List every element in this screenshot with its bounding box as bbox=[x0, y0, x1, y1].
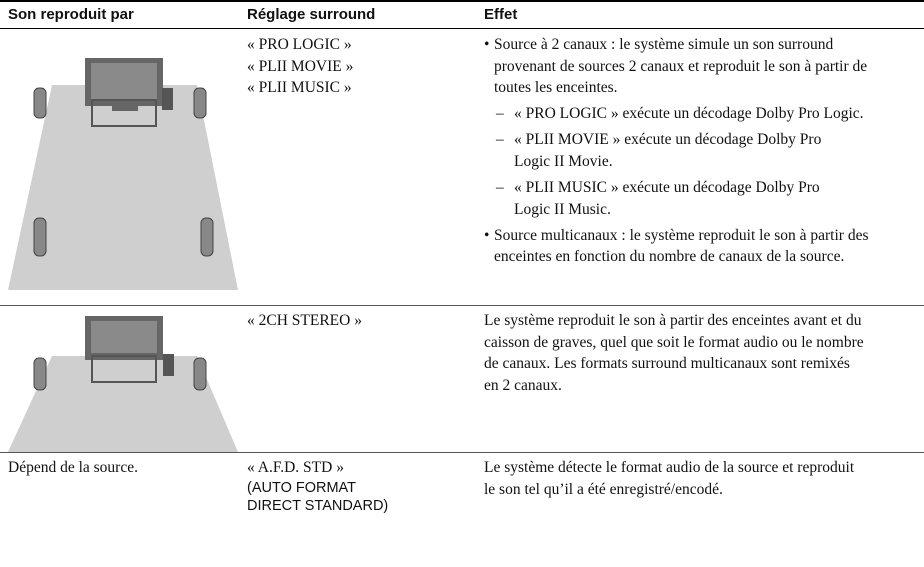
effect-cell: Source à 2 canaux : le système simule un… bbox=[484, 34, 924, 272]
effect-line: Logic II Movie. bbox=[514, 152, 613, 170]
effect-line: caisson de graves, quel que soit le form… bbox=[484, 333, 864, 351]
setting-note: DIRECT STANDARD) bbox=[247, 497, 389, 514]
effect-line: « PLII MOVIE » exécute un décodage Dolby… bbox=[514, 131, 822, 149]
effect-line: « PRO LOGIC » exécute un décodage Dolby … bbox=[514, 105, 864, 123]
effect-item: « PRO LOGIC » exécute un décodage Dolby … bbox=[484, 103, 924, 125]
effect-line: « PLII MUSIC » exécute un décodage Dolby… bbox=[514, 179, 820, 197]
effect-item: « PLII MOVIE » exécute un décodage Dolby… bbox=[484, 129, 924, 172]
effect-cell: Le système reproduit le son à partir des… bbox=[484, 310, 924, 401]
effect-line: en 2 canaux. bbox=[484, 376, 562, 394]
source-cell: Dépend de la source. bbox=[8, 459, 138, 476]
header-cell: Effet bbox=[484, 6, 518, 23]
setting-note: (AUTO FORMAT bbox=[247, 479, 357, 496]
setting: « PRO LOGIC » bbox=[247, 36, 352, 53]
setting: « PLII MUSIC » bbox=[247, 79, 352, 97]
effect-line: Le système reproduit le son à partir des… bbox=[484, 312, 862, 329]
effect-line: provenant de sources 2 canaux et reprodu… bbox=[494, 57, 868, 75]
effect-item: Source multicanaux : le système reprodui… bbox=[484, 225, 924, 268]
effect-line: le son tel qu’il a été enregistré/encodé… bbox=[484, 480, 723, 498]
effect-line: enceintes en fonction du nombre de canau… bbox=[494, 248, 845, 266]
effect-item: Source à 2 canaux : le système simule un… bbox=[484, 34, 924, 99]
effect-line: Source multicanaux : le système reprodui… bbox=[494, 226, 869, 244]
speaker-illustration-2ch bbox=[8, 316, 238, 452]
setting: « 2CH STEREO » bbox=[247, 312, 362, 329]
effect-cell: Le système détecte le format audio de la… bbox=[484, 457, 924, 505]
setting: « A.F.D. STD » bbox=[247, 459, 344, 476]
setting-cell: « A.F.D. STD » (AUTO FORMAT DIRECT STANDAR… bbox=[247, 457, 477, 515]
setting-cell: « 2CH STEREO » bbox=[247, 310, 477, 332]
row-divider bbox=[0, 452, 924, 453]
header-cell: Réglage surround bbox=[247, 6, 376, 23]
speaker-illustration-5ch bbox=[8, 58, 238, 290]
setting: « PLII MOVIE » bbox=[247, 57, 354, 75]
header-rule bbox=[0, 28, 924, 29]
effect-item: Le système reproduit le son à partir des… bbox=[484, 310, 924, 396]
row-divider bbox=[0, 305, 924, 306]
top-rule bbox=[0, 0, 924, 2]
effect-line: de canaux. Les formats surround multican… bbox=[484, 355, 850, 373]
effect-line: Logic II Music. bbox=[514, 200, 611, 218]
effect-line: Le système détecte le format audio de la… bbox=[484, 459, 855, 476]
setting-cell: « PRO LOGIC » « PLII MOVIE » « PLII MUSIC … bbox=[247, 34, 477, 99]
header-cell: Son reproduit par bbox=[8, 6, 134, 23]
effect-line: Source à 2 canaux : le système simule un… bbox=[494, 36, 834, 53]
effect-item: Le système détecte le format audio de la… bbox=[484, 457, 924, 500]
effect-item: « PLII MUSIC » exécute un décodage Dolby… bbox=[484, 177, 924, 220]
effect-line: toutes les enceintes. bbox=[494, 79, 618, 97]
